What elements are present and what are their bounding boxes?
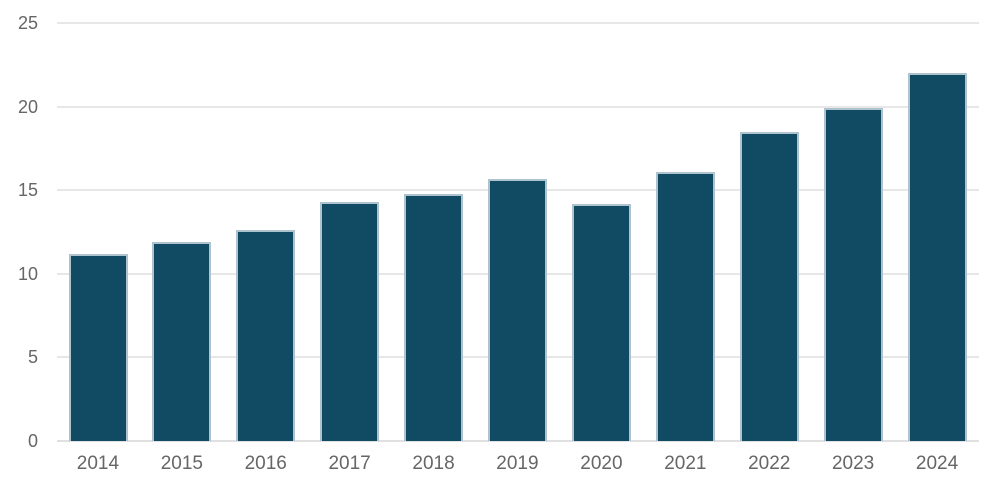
y-axis-label-20: 20 <box>17 96 38 117</box>
bar-2016 <box>236 230 296 441</box>
x-axis-label-2015: 2015 <box>160 453 203 474</box>
bar-2014 <box>68 253 128 441</box>
x-axis-label-2022: 2022 <box>748 453 791 474</box>
gridline-20 <box>57 105 979 108</box>
x-axis-label-2019: 2019 <box>496 453 539 474</box>
x-axis-label-2014: 2014 <box>76 453 120 474</box>
bar-2021 <box>655 171 715 441</box>
y-axis-label-15: 15 <box>17 180 38 201</box>
bar-2018 <box>404 193 464 441</box>
x-axis-label-2017: 2017 <box>328 453 371 474</box>
plot-area <box>56 22 979 442</box>
bar-2020 <box>571 203 631 441</box>
y-axis-label-10: 10 <box>17 263 38 284</box>
x-axis-label-2016: 2016 <box>244 453 287 474</box>
bar-2022 <box>739 131 799 441</box>
x-axis-label-2021: 2021 <box>664 453 707 474</box>
gridline-25 <box>57 22 979 24</box>
x-axis-label-2023: 2023 <box>831 453 875 474</box>
x-axis-label-2018: 2018 <box>412 453 455 474</box>
bar-2023 <box>823 108 883 441</box>
x-axis-line <box>57 440 979 442</box>
y-axis-label-25: 25 <box>17 13 38 33</box>
x-axis-label-2024: 2024 <box>915 453 959 474</box>
bar-2017 <box>320 201 380 441</box>
bar-2019 <box>488 178 547 441</box>
y-axis-label-5: 5 <box>27 347 38 368</box>
x-axis-label-2020: 2020 <box>580 453 623 474</box>
bar-2024 <box>907 73 967 441</box>
y-axis-label-0: 0 <box>27 431 38 451</box>
bar-2015 <box>152 242 212 441</box>
